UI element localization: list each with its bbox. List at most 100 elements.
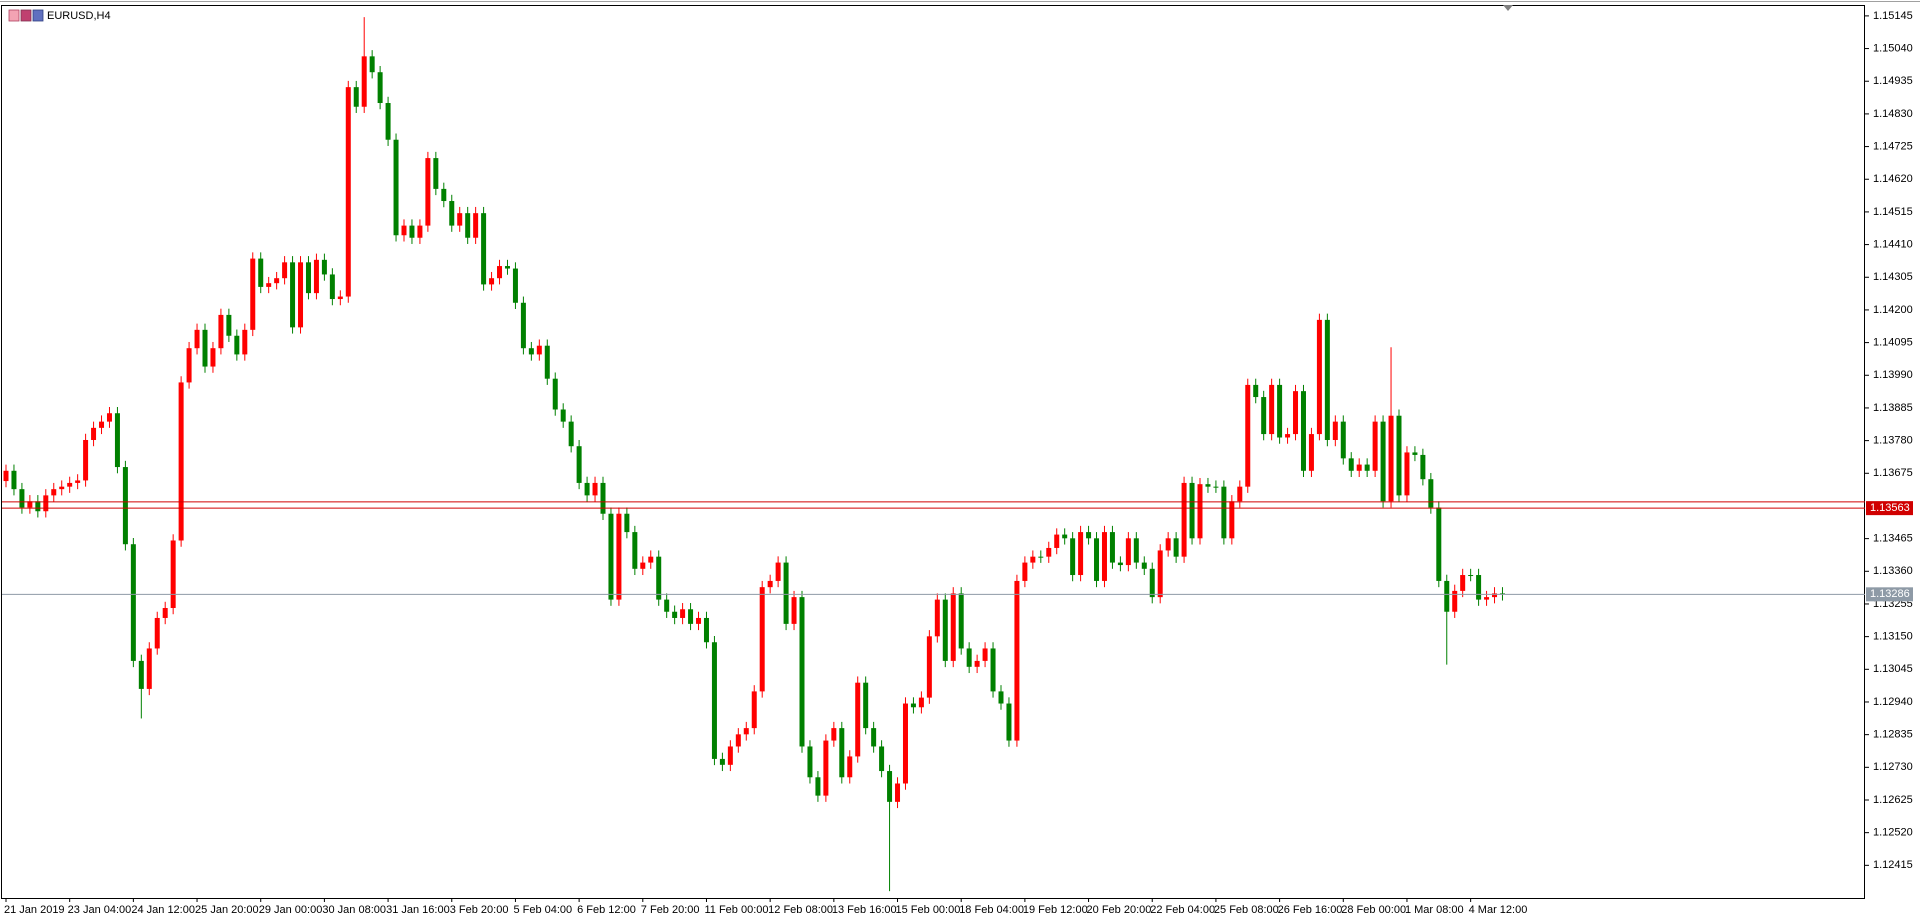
candle-body (282, 262, 288, 279)
candle-body (433, 158, 439, 189)
y-tick-label: 1.13780 (1873, 435, 1913, 447)
y-tick-label: 1.14830 (1873, 108, 1913, 120)
y-tick-label: 1.14725 (1873, 140, 1913, 152)
candle-body (528, 348, 534, 355)
candle-body (1388, 415, 1394, 502)
candle-body (313, 259, 319, 294)
y-tick-label: 1.14095 (1873, 337, 1913, 349)
candle-body (83, 439, 89, 481)
candle-body (106, 413, 112, 422)
candle-body (1436, 507, 1442, 581)
candle-body (640, 562, 646, 569)
candle-body (1285, 434, 1291, 438)
candle-body (560, 409, 566, 422)
candle-body (1173, 538, 1179, 557)
x-tick-label: 15 Feb 00:00 (896, 904, 961, 916)
candle-body (481, 213, 487, 285)
candle-body (1269, 384, 1275, 435)
y-tick-label: 1.12730 (1873, 761, 1913, 773)
y-tick-label: 1.13045 (1873, 663, 1913, 675)
y-tick-label: 1.12415 (1873, 859, 1913, 871)
candle-body (1181, 482, 1187, 557)
candle-body (1157, 550, 1163, 598)
x-tick-label: 22 Feb 04:00 (1150, 904, 1215, 916)
candle-body (75, 480, 81, 483)
candle-body (1372, 421, 1378, 471)
candle-body (743, 728, 749, 735)
candle-body (1165, 538, 1171, 551)
candle-body (146, 648, 152, 689)
candle-body (552, 378, 558, 410)
candle-body (99, 421, 105, 428)
y-tick-label: 1.13360 (1873, 565, 1913, 577)
candle-body (43, 495, 49, 512)
candle-body (298, 262, 304, 328)
icon-part (8, 9, 20, 22)
candle-body (1022, 562, 1028, 581)
candle-body (19, 489, 25, 508)
candle-body (242, 329, 248, 355)
candle-body (202, 329, 208, 367)
candle-body (576, 446, 582, 483)
candle-body (1109, 532, 1115, 563)
x-tick-label: 18 Feb 04:00 (959, 904, 1024, 916)
candle-body (154, 617, 160, 649)
candle-body (1316, 319, 1322, 435)
candle-body (775, 562, 781, 581)
candle-body (369, 56, 375, 73)
candle-body (1308, 434, 1314, 471)
candle-body (632, 532, 638, 569)
candle-body (170, 540, 176, 609)
candle-body (608, 513, 614, 600)
y-tick-label: 1.14935 (1873, 75, 1913, 87)
candle-body (1412, 452, 1418, 455)
candle-body (186, 348, 192, 383)
symbol-icon (8, 9, 44, 22)
y-tick-label: 1.13675 (1873, 467, 1913, 479)
candle-body (162, 608, 168, 618)
candle-body (735, 734, 741, 747)
candle-body (520, 302, 526, 349)
y-tick-label: 1.15145 (1873, 10, 1913, 22)
level-label: 1.13563 (1870, 502, 1910, 514)
candle-body (67, 482, 73, 487)
candle-body (1396, 415, 1402, 496)
candle-body (465, 213, 471, 238)
candle-body (1205, 484, 1211, 487)
candle-body (902, 703, 908, 784)
candle-body (1300, 391, 1306, 471)
candle-body (791, 597, 797, 624)
candle-body (799, 597, 805, 747)
y-tick-label: 1.13885 (1873, 402, 1913, 414)
candle-body (648, 556, 654, 563)
candle-body (266, 283, 272, 287)
candle-body (895, 783, 901, 802)
icon-part (20, 9, 32, 22)
candle-body (3, 470, 9, 482)
y-tick-label: 1.12940 (1873, 696, 1913, 708)
candle-body (512, 268, 518, 303)
y-tick-label: 1.12835 (1873, 729, 1913, 741)
candle-body (600, 482, 606, 514)
candle-body (664, 599, 670, 612)
candle-body (1141, 562, 1147, 569)
candle-body (345, 87, 351, 297)
candle-body (680, 609, 686, 618)
candle-body (409, 225, 415, 238)
candle-body (1229, 501, 1235, 539)
candle-body (138, 660, 144, 689)
candle-body (926, 636, 932, 698)
candle-body (361, 56, 367, 107)
candle-body (321, 259, 327, 275)
x-tick-label: 13 Feb 16:00 (832, 904, 897, 916)
y-tick-label: 1.14200 (1873, 304, 1913, 316)
candle-body (783, 562, 789, 624)
candle-body (703, 617, 709, 643)
candle-body (1221, 486, 1227, 539)
candle-body (401, 225, 407, 236)
candle-body (250, 258, 256, 330)
candle-body (1261, 397, 1267, 435)
candle-body (1030, 556, 1036, 563)
